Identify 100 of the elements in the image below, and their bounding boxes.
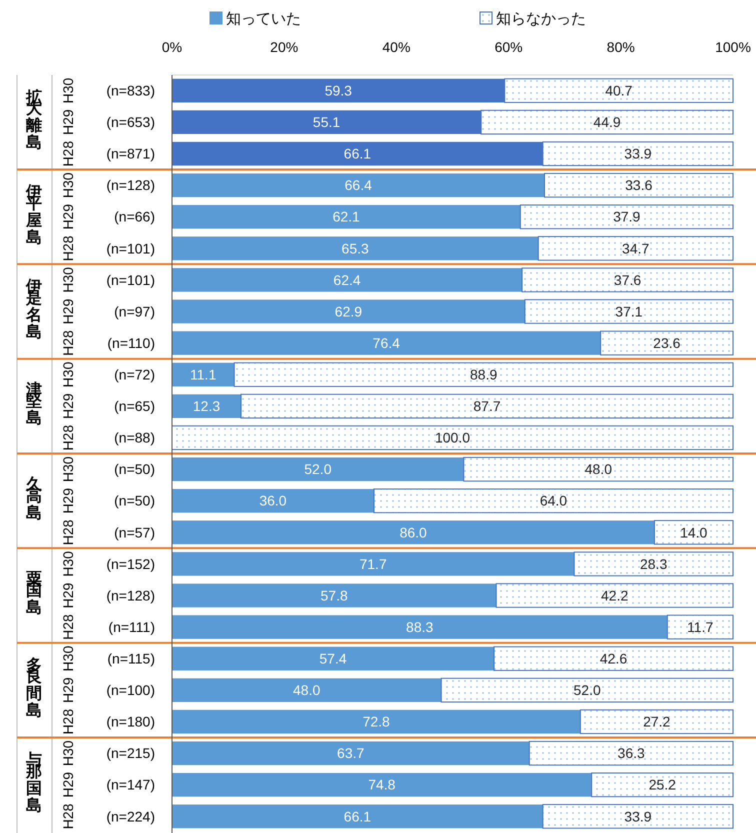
data-label: 48.0 [584, 461, 612, 478]
bar [172, 772, 592, 797]
bar [666, 614, 734, 640]
bar [538, 236, 734, 261]
bar [172, 646, 494, 670]
text: H29 [60, 298, 76, 324]
x-tick-label: 100% [715, 39, 751, 55]
data-label: 36.3 [618, 745, 646, 762]
bar [522, 268, 734, 292]
bar [494, 646, 734, 671]
data-label: 62.4 [333, 272, 361, 288]
bar [654, 520, 734, 545]
text: H28 [60, 708, 76, 735]
data-label: 88.3 [406, 618, 434, 635]
x-tick-label: 80% [606, 39, 635, 55]
data-label: 37.9 [613, 208, 641, 225]
data-label: 59.3 [324, 82, 352, 99]
bar [463, 456, 734, 482]
data-label: 57.4 [319, 650, 347, 667]
data-label: 62.1 [332, 208, 360, 225]
bar [542, 804, 734, 829]
text: H28 [60, 614, 76, 640]
data-label: 27.2 [643, 714, 671, 730]
data-label: 44.9 [593, 114, 621, 130]
data-label: 64.0 [540, 492, 568, 509]
data-label: 11.7 [687, 618, 714, 635]
y-tick-label: (n=66) [114, 208, 155, 225]
data-label: 86.0 [400, 524, 428, 540]
bar [172, 205, 520, 229]
y-tick-label: (n=65) [114, 398, 155, 414]
y-tick-label: (n=653) [106, 114, 155, 130]
data-label: 25.2 [648, 776, 676, 793]
bar [172, 236, 538, 260]
bar [172, 268, 522, 292]
bar [172, 804, 543, 828]
data-label: 88.9 [470, 366, 498, 383]
data-label: 28.3 [640, 556, 668, 572]
text: H28 [60, 803, 76, 830]
data-label: 33.9 [624, 146, 652, 162]
text: H28 [60, 235, 76, 262]
bar [520, 204, 734, 230]
y-tick-label: (n=833) [106, 82, 155, 99]
data-label: 34.7 [622, 240, 650, 256]
y-tick-label: (n=115) [107, 650, 155, 667]
y-tick-label: (n=50) [114, 461, 155, 478]
text: H30 [60, 740, 76, 766]
legend-label: 知らなかった [496, 10, 586, 28]
bar [234, 362, 734, 387]
bar [172, 425, 734, 450]
data-label: 48.0 [293, 682, 320, 698]
y-tick-label: (n=101) [106, 240, 155, 256]
bar [172, 584, 496, 608]
bar [580, 709, 734, 734]
data-label: 55.1 [312, 114, 340, 130]
data-label: 12.3 [192, 398, 220, 414]
y-tick-label: (n=152) [106, 556, 155, 572]
data-label: 42.2 [601, 587, 628, 604]
text: H30 [60, 550, 76, 577]
data-label: 14.0 [680, 524, 708, 540]
text: H29 [60, 204, 76, 230]
data-label: 87.7 [473, 398, 501, 414]
bar [172, 394, 242, 418]
data-label: 33.6 [625, 177, 653, 194]
data-label: 52.0 [574, 682, 601, 698]
y-tick-label: (n=111) [108, 618, 155, 635]
bar [373, 488, 734, 514]
bar [240, 394, 734, 418]
data-label: 72.8 [362, 714, 390, 730]
data-label: 63.7 [337, 745, 365, 762]
data-label: 36.0 [259, 492, 287, 509]
x-tick-label: 40% [382, 39, 410, 55]
data-label: 71.7 [359, 556, 387, 572]
y-tick-label: (n=871) [106, 146, 155, 162]
data-label: 66.1 [344, 146, 372, 162]
text: H30 [60, 78, 76, 104]
bar [172, 678, 442, 702]
data-label: 33.9 [624, 808, 652, 824]
data-label: 42.6 [600, 650, 628, 667]
text: H30 [60, 362, 76, 388]
text: H28 [60, 424, 76, 451]
text: H30 [60, 646, 76, 672]
bar [528, 740, 734, 766]
data-label: 100.0 [434, 430, 470, 446]
text: H29 [60, 582, 76, 608]
bar [172, 331, 601, 355]
bar [172, 173, 545, 198]
bar [440, 678, 734, 702]
data-label: 40.7 [605, 82, 633, 99]
y-tick-label: (n=128) [106, 587, 155, 604]
y-tick-label: (n=88) [114, 430, 155, 446]
y-tick-label: (n=57) [114, 524, 155, 540]
legend-label: 知っていた [226, 10, 301, 28]
data-label: 37.6 [614, 272, 642, 288]
text: H29 [60, 109, 76, 136]
text: H30 [60, 172, 76, 198]
y-tick-label: (n=50) [114, 492, 155, 509]
bar [591, 772, 734, 798]
y-tick-label: (n=180) [106, 714, 155, 730]
data-label: 11.1 [190, 366, 216, 383]
text: H29 [60, 393, 76, 420]
